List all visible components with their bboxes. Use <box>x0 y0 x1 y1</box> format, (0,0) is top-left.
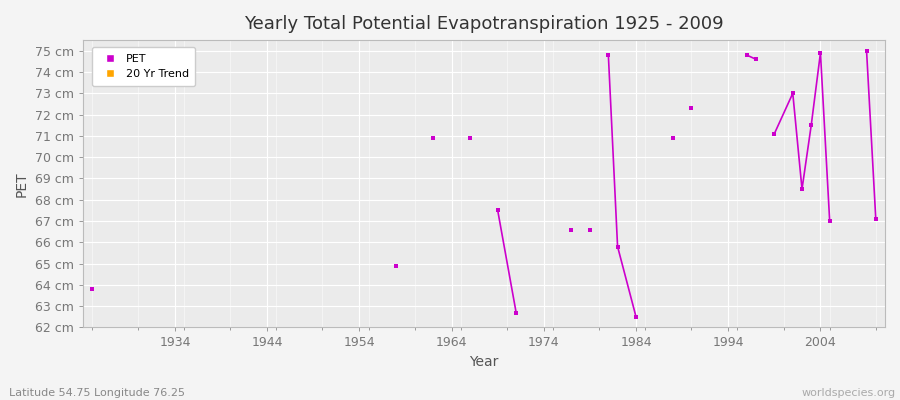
Text: worldspecies.org: worldspecies.org <box>801 388 896 398</box>
Y-axis label: PET: PET <box>15 171 29 196</box>
Title: Yearly Total Potential Evapotranspiration 1925 - 2009: Yearly Total Potential Evapotranspiratio… <box>244 15 724 33</box>
Legend: PET, 20 Yr Trend: PET, 20 Yr Trend <box>93 47 195 86</box>
Text: Latitude 54.75 Longitude 76.25: Latitude 54.75 Longitude 76.25 <box>9 388 185 398</box>
X-axis label: Year: Year <box>469 355 499 369</box>
